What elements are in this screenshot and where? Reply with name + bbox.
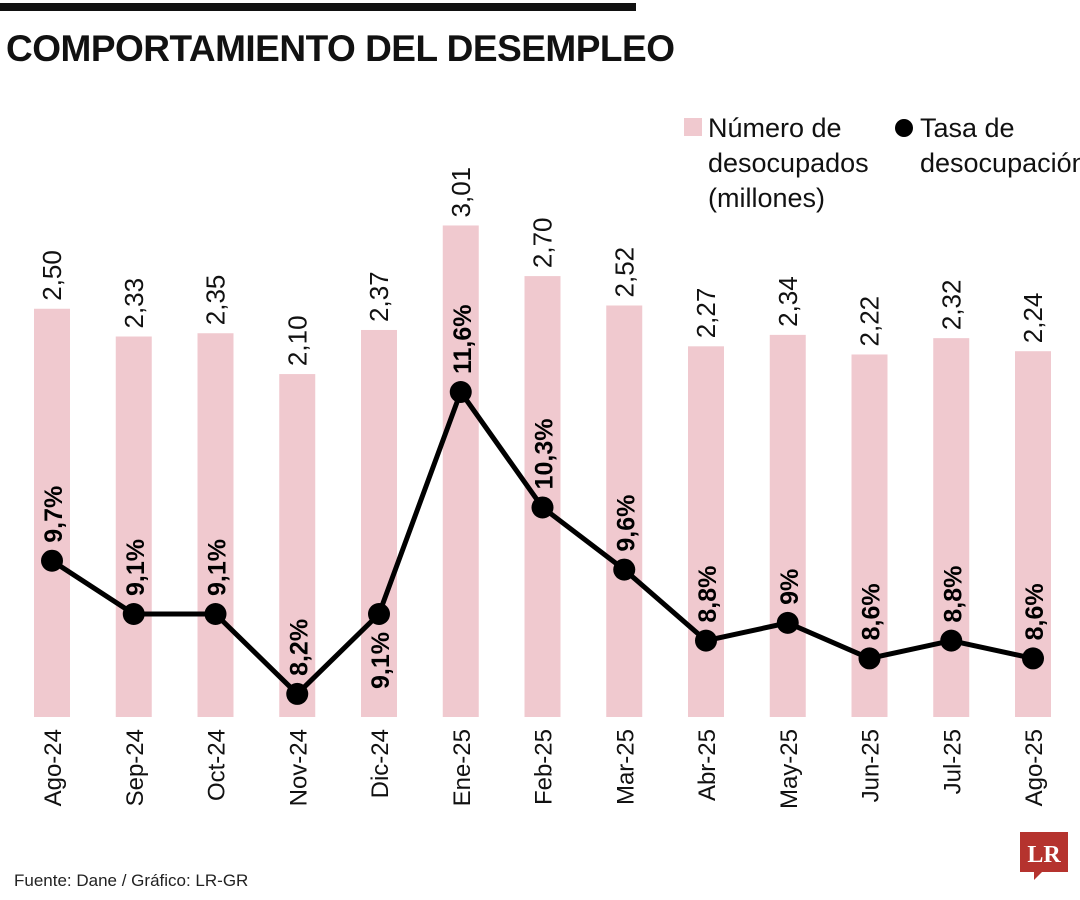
lr-logo-text: LR [1027, 842, 1061, 868]
rate-point [776, 611, 799, 634]
legend-line-line-2: desocupación [920, 148, 1080, 178]
bar-may-25 [769, 334, 806, 717]
legend-line-label: Tasa de desocupación [920, 113, 1080, 178]
bar-value-label: 2,24 [1018, 293, 1048, 344]
rate-value-label: 8,8% [939, 566, 967, 623]
bar-value-label: 2,34 [773, 276, 803, 327]
rate-point [449, 381, 472, 403]
rate-point [940, 629, 963, 652]
bar-value-label: 2,70 [528, 217, 558, 268]
rate-value-label: 8,2% [285, 619, 313, 676]
x-tick-label: May-25 [776, 729, 803, 809]
rate-point [122, 603, 145, 625]
bar-mar-25 [606, 305, 643, 717]
rate-value-label: 9,1% [367, 632, 395, 689]
bar-value-label: 2,37 [364, 271, 394, 322]
rate-point [613, 558, 636, 581]
rate-point [695, 629, 717, 652]
legend-bar-label: Número de desocupados (millones) [708, 113, 876, 213]
bar-value-label: 2,35 [201, 275, 231, 326]
chart-title: COMPORTAMIENTO DEL DESEMPLEO [6, 28, 675, 69]
bar-value-label: 2,33 [119, 278, 149, 329]
bar-value-label: 2,10 [282, 315, 312, 366]
rate-point [368, 603, 390, 625]
rate-point [1022, 647, 1044, 670]
bar-jul-25 [933, 338, 970, 717]
bar-abr-25 [688, 346, 724, 717]
legend-bar-line-2: desocupados [708, 148, 869, 178]
rate-value-label: 8,8% [694, 566, 722, 623]
legend: Número de desocupados (millones) Tasa de… [684, 113, 1080, 213]
source-note: Fuente: Dane / Gráfico: LR-GR [14, 871, 249, 890]
legend-bar-line-3: (millones) [708, 183, 825, 213]
rate-value-label: 8,6% [858, 583, 886, 640]
x-tick-label: Ene-25 [449, 729, 476, 806]
x-tick-label: Nov-24 [285, 729, 312, 806]
x-tick-label: Abr-25 [694, 729, 721, 801]
legend-bar-line-1: Número de [708, 113, 842, 143]
rate-value-label: 9,7% [40, 486, 68, 543]
bar-dic-24 [361, 329, 397, 717]
bar-oct-24 [197, 333, 234, 717]
bar-nov-24 [279, 374, 316, 717]
rate-value-label: 9% [776, 569, 804, 605]
bar-value-label: 2,52 [609, 247, 639, 298]
rate-value-label: 10,3% [531, 419, 559, 490]
x-tick-label: Mar-25 [612, 729, 639, 805]
lr-logo: LR [1020, 832, 1068, 880]
rate-value-label: 11,6% [449, 304, 477, 374]
bar-ene-25 [442, 225, 479, 718]
rate-value-label: 9,1% [204, 539, 232, 596]
bar-value-label: 2,27 [691, 288, 721, 339]
x-tick-label: Ago-24 [40, 729, 67, 806]
bar-value-labels: 2,50 2,33 2,35 2,10 2,37 3,01 2,70 2,52 2,27 2,34… [37, 167, 1048, 366]
rate-value-label: 9,6% [612, 495, 640, 552]
legend-bar-swatch [684, 118, 702, 136]
x-axis-labels: Ago-24 Sep-24 Oct-24 Nov-24 Dic-24 Ene-25 Feb-… [40, 729, 1048, 809]
rate-point [286, 682, 309, 705]
bar-value-label: 2,50 [37, 250, 67, 301]
rate-value-label: 9,1% [122, 539, 150, 596]
rate-point [204, 603, 227, 625]
rate-point [858, 647, 881, 670]
bar-value-label: 2,32 [936, 280, 966, 331]
bar-value-label: 2,22 [855, 296, 885, 347]
legend-line-line-1: Tasa de [920, 113, 1015, 143]
line-series: 9,7% 9,1% 9,1% 8,2% 9,1% 11,6% 10,3% 9,6% 8,8% 9%… [40, 304, 1049, 705]
x-tick-label: Jun-25 [858, 729, 885, 802]
bar-value-label: 3,01 [446, 167, 476, 218]
bar-sep-24 [115, 336, 152, 717]
x-tick-label: Ago-25 [1021, 729, 1048, 806]
title-rule [0, 3, 636, 11]
rate-point [41, 549, 63, 572]
x-tick-label: Jul-25 [939, 729, 966, 794]
legend-line-marker [895, 119, 913, 137]
x-tick-label: Oct-24 [204, 729, 231, 801]
x-tick-label: Sep-24 [122, 729, 149, 806]
x-tick-label: Feb-25 [531, 729, 558, 805]
bar-ago-24 [34, 308, 70, 717]
rate-value-label: 8,6% [1021, 583, 1049, 640]
rate-point [531, 496, 554, 519]
x-tick-label: Dic-24 [367, 729, 394, 798]
